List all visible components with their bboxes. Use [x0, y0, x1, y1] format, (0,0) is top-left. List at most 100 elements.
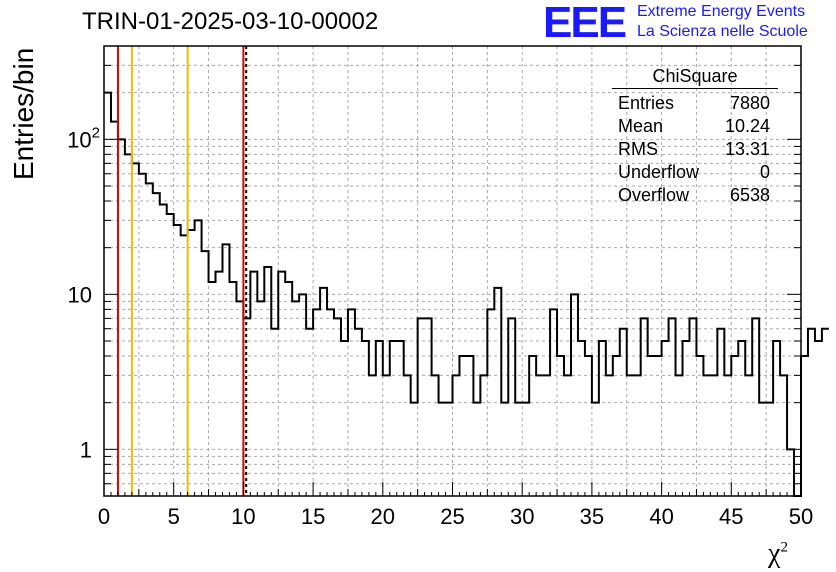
histogram-bin	[383, 375, 390, 496]
histogram-bin	[341, 341, 348, 496]
logo-caption-2: La Scienza nelle Scuole	[637, 23, 808, 40]
histogram-bin	[278, 272, 285, 496]
stats-row-rms: RMS 13.31	[618, 139, 770, 159]
histogram-bin	[662, 341, 669, 496]
stats-row-mean: Mean 10.24	[618, 116, 770, 136]
histogram-bin	[710, 375, 717, 496]
histogram-bin	[236, 301, 243, 496]
histogram-bin	[271, 329, 278, 496]
stats-row-underflow: Underflow 0	[618, 162, 770, 182]
histogram-bin	[669, 318, 676, 496]
y-axis-label: Entries/bin	[8, 47, 39, 180]
histogram-bin	[355, 329, 362, 496]
histogram-bin	[571, 294, 578, 496]
x-tick-label: 5	[168, 504, 180, 529]
histogram-step-line	[104, 91, 829, 497]
histogram-bin	[620, 329, 627, 496]
histogram-bin	[132, 163, 139, 496]
x-tick-label: 45	[719, 504, 743, 529]
histogram-bin	[292, 301, 299, 496]
histogram-bin	[202, 251, 209, 496]
y-tick-label: 102	[67, 124, 100, 152]
histogram-bin	[801, 356, 808, 496]
histogram-bin	[174, 225, 181, 496]
histogram-bin	[564, 375, 571, 496]
histogram-bin	[118, 139, 125, 496]
histogram-bin	[536, 375, 543, 496]
histogram-bin	[724, 375, 731, 496]
histogram-bin	[752, 318, 759, 496]
histogram-bin	[808, 329, 815, 496]
chart-title: TRIN-01-2025-03-10-00002	[82, 8, 379, 35]
y-tick-label: 10	[68, 282, 92, 307]
x-axis-label: χ2	[768, 538, 788, 569]
histogram-bin	[529, 356, 536, 496]
histogram-bin	[717, 329, 724, 496]
histogram-bin	[369, 375, 376, 496]
histogram-bin	[731, 356, 738, 496]
stats-row-entries: Entries 7880	[618, 93, 770, 113]
histogram-bin	[689, 318, 696, 496]
histogram-bin	[780, 375, 787, 496]
histogram-bin	[822, 329, 829, 496]
x-tick-label: 40	[649, 504, 673, 529]
histogram-bin	[299, 294, 306, 496]
histogram-bin	[376, 341, 383, 496]
histogram-bin	[613, 356, 620, 496]
logo-caption-1: Extreme Energy Events	[637, 3, 806, 20]
x-tick-label: 0	[98, 504, 110, 529]
histogram-bin	[585, 356, 592, 496]
histogram-bin	[466, 356, 473, 496]
x-tick-label: 15	[301, 504, 325, 529]
grid-lines	[104, 45, 801, 497]
histogram-bin	[216, 272, 223, 496]
x-tick-label: 10	[231, 504, 255, 529]
histogram-bin	[815, 341, 822, 496]
histogram-bin	[453, 375, 460, 496]
histogram-bin	[745, 375, 752, 496]
histogram-bin	[306, 329, 313, 496]
histogram-bin	[362, 341, 369, 496]
histogram-bin	[425, 318, 432, 496]
histogram-bin	[160, 204, 167, 496]
histogram-bin	[397, 341, 404, 496]
histogram-bin	[459, 356, 466, 496]
histogram-bin	[404, 375, 411, 496]
histogram-bin	[676, 375, 683, 496]
stats-row-overflow: Overflow 6538	[618, 185, 770, 205]
histogram-bin	[250, 272, 257, 496]
histogram-bin	[606, 375, 613, 496]
histogram-bin	[738, 341, 745, 496]
histogram-bin	[655, 356, 662, 496]
histogram-bin	[641, 318, 648, 496]
histogram-bin	[418, 318, 425, 496]
stats-box: ChiSquare Entries 7880 Mean 10.24 RMS 13.31…	[612, 66, 778, 208]
histogram-bin	[125, 154, 132, 496]
histogram-bin	[599, 341, 606, 496]
eee-logo: EEE	[543, 0, 627, 47]
histogram-bin	[508, 318, 515, 496]
histogram-bin	[195, 220, 202, 496]
x-tick-label: 25	[440, 504, 464, 529]
x-tick-label: 30	[510, 504, 534, 529]
histogram-bin	[648, 356, 655, 496]
histogram-bin	[557, 356, 564, 496]
histogram-bin	[153, 193, 160, 496]
x-tick-label: 20	[371, 504, 395, 529]
tick-labels: 0 5 10 15 20 25 30 35 40 45 50 1 10 102	[67, 124, 813, 529]
y-tick-label: 1	[80, 437, 92, 462]
histogram-bin	[390, 341, 397, 496]
histogram-bin	[578, 341, 585, 496]
axis-ticks	[103, 45, 802, 497]
stats-title: ChiSquare	[612, 66, 778, 89]
histogram-bin	[257, 301, 264, 496]
histogram-bin	[773, 341, 780, 496]
x-tick-label: 50	[789, 504, 813, 529]
histogram-bin	[432, 375, 439, 496]
histogram-bin	[543, 375, 550, 496]
histogram-bin	[703, 375, 710, 496]
histogram-bin	[683, 341, 690, 496]
x-tick-label: 35	[580, 504, 604, 529]
histogram-bin	[167, 214, 174, 496]
